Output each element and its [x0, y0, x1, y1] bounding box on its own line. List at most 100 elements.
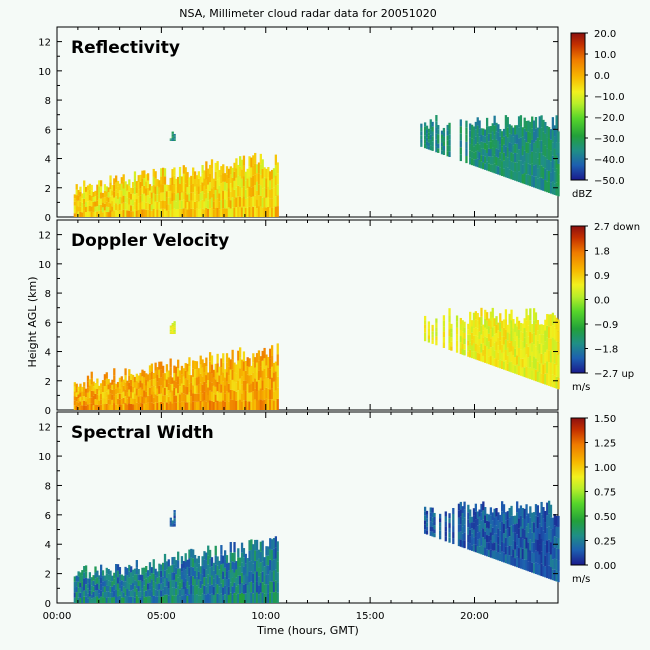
radar-echo-cell	[203, 381, 206, 392]
radar-echo-cell	[270, 366, 274, 378]
radar-echo-cell	[485, 144, 489, 153]
radar-echo-cell	[489, 133, 493, 142]
radar-echo-cell	[531, 163, 534, 176]
radar-echo-cell	[547, 565, 551, 579]
radar-echo-cell	[261, 550, 264, 562]
radar-echo-cell	[133, 393, 137, 399]
radar-echo-cell	[433, 529, 436, 534]
radar-echo-cell	[75, 388, 78, 393]
radar-echo-cell	[158, 187, 161, 195]
radar-echo-cell	[216, 372, 219, 382]
radar-echo-cell	[254, 152, 257, 164]
radar-echo-cell	[173, 579, 176, 588]
radar-echo-cell	[504, 329, 508, 340]
radar-echo-cell	[190, 208, 193, 217]
radar-echo-cell	[237, 557, 240, 567]
radar-echo-cell	[227, 594, 231, 603]
radar-echo-cell	[83, 210, 86, 217]
radar-echo-cell	[169, 326, 173, 329]
radar-echo-cell	[79, 392, 82, 397]
radar-echo-cell	[450, 341, 453, 347]
radar-echo-cell	[220, 191, 223, 201]
radar-echo-cell	[547, 374, 551, 386]
radar-echo-cell	[186, 595, 189, 603]
radar-echo-cell	[77, 195, 80, 201]
radar-echo-cell	[480, 316, 483, 326]
radar-echo-cell	[175, 567, 178, 575]
radar-echo-cell	[534, 312, 538, 324]
radar-echo-cell	[250, 187, 253, 198]
radar-echo-cell	[553, 536, 556, 548]
radar-echo-cell	[467, 323, 470, 330]
radar-echo-cell	[540, 514, 543, 527]
radar-echo-cell	[222, 362, 225, 373]
radar-echo-cell	[175, 201, 178, 210]
radar-echo-cell	[248, 582, 251, 593]
radar-echo-cell	[201, 593, 204, 603]
radar-echo-cell	[101, 398, 105, 405]
radar-echo-cell	[137, 586, 140, 592]
radar-echo-cell	[169, 401, 172, 410]
radar-echo-cell	[190, 584, 193, 594]
radar-echo-cell	[203, 209, 206, 217]
radar-echo-cell	[435, 340, 438, 346]
radar-echo-cell	[480, 161, 483, 169]
radar-echo-cell	[120, 381, 123, 388]
radar-echo-cell	[491, 336, 494, 347]
radar-echo-cell	[201, 182, 204, 191]
radar-echo-cell	[137, 175, 140, 183]
radar-echo-cell	[485, 527, 489, 536]
radar-echo-cell	[514, 532, 517, 542]
radar-echo-cell	[485, 535, 489, 543]
radar-echo-cell	[465, 148, 468, 157]
radar-echo-cell	[148, 190, 152, 198]
radar-echo-cell	[504, 349, 508, 361]
radar-echo-cell	[433, 512, 436, 517]
radar-echo-cell	[118, 399, 122, 405]
radar-echo-cell	[534, 117, 538, 129]
radar-echo-cell	[549, 150, 553, 162]
radar-echo-cell	[542, 541, 545, 554]
radar-echo-cell	[534, 128, 538, 141]
radar-echo-cell	[141, 193, 144, 202]
radar-echo-cell	[152, 372, 155, 380]
y-tick-label: 8	[45, 289, 51, 300]
radar-echo-cell	[107, 597, 110, 603]
radar-echo-cell	[182, 165, 185, 174]
radar-echo-cell	[120, 591, 123, 598]
radar-echo-cell	[235, 391, 238, 401]
y-tick-label: 0	[45, 213, 51, 224]
radar-echo-cell	[177, 359, 180, 369]
radar-echo-cell	[197, 571, 200, 580]
radar-echo-cell	[145, 202, 148, 210]
radar-echo-cell	[197, 376, 200, 385]
radar-echo-cell	[472, 522, 476, 530]
radar-echo-cell	[482, 155, 485, 163]
radar-echo-cell	[94, 404, 97, 410]
radar-echo-cell	[521, 367, 524, 377]
radar-echo-cell	[111, 404, 114, 410]
radar-echo-cell	[199, 192, 202, 201]
radar-echo-cell	[467, 334, 470, 341]
radar-echo-cell	[512, 153, 515, 163]
radar-echo-cell	[79, 211, 82, 217]
radar-echo-cell	[547, 539, 551, 553]
radar-echo-cell	[101, 581, 105, 587]
radar-echo-cell	[459, 531, 462, 540]
radar-echo-cell	[130, 590, 133, 597]
radar-echo-cell	[489, 311, 493, 321]
radar-echo-cell	[239, 176, 242, 187]
radar-echo-cell	[544, 566, 547, 578]
radar-echo-cell	[254, 388, 257, 400]
radar-echo-cell	[461, 349, 464, 355]
radar-echo-cell	[184, 578, 187, 587]
radar-echo-cell	[538, 140, 541, 153]
radar-echo-cell	[173, 183, 176, 193]
radar-echo-cell	[173, 556, 176, 565]
radar-echo-cell	[86, 211, 90, 217]
radar-echo-cell	[182, 368, 185, 377]
radar-echo-cell	[484, 129, 487, 137]
radar-echo-cell	[472, 351, 476, 359]
radar-echo-cell	[231, 577, 234, 587]
radar-echo-cell	[435, 139, 438, 147]
